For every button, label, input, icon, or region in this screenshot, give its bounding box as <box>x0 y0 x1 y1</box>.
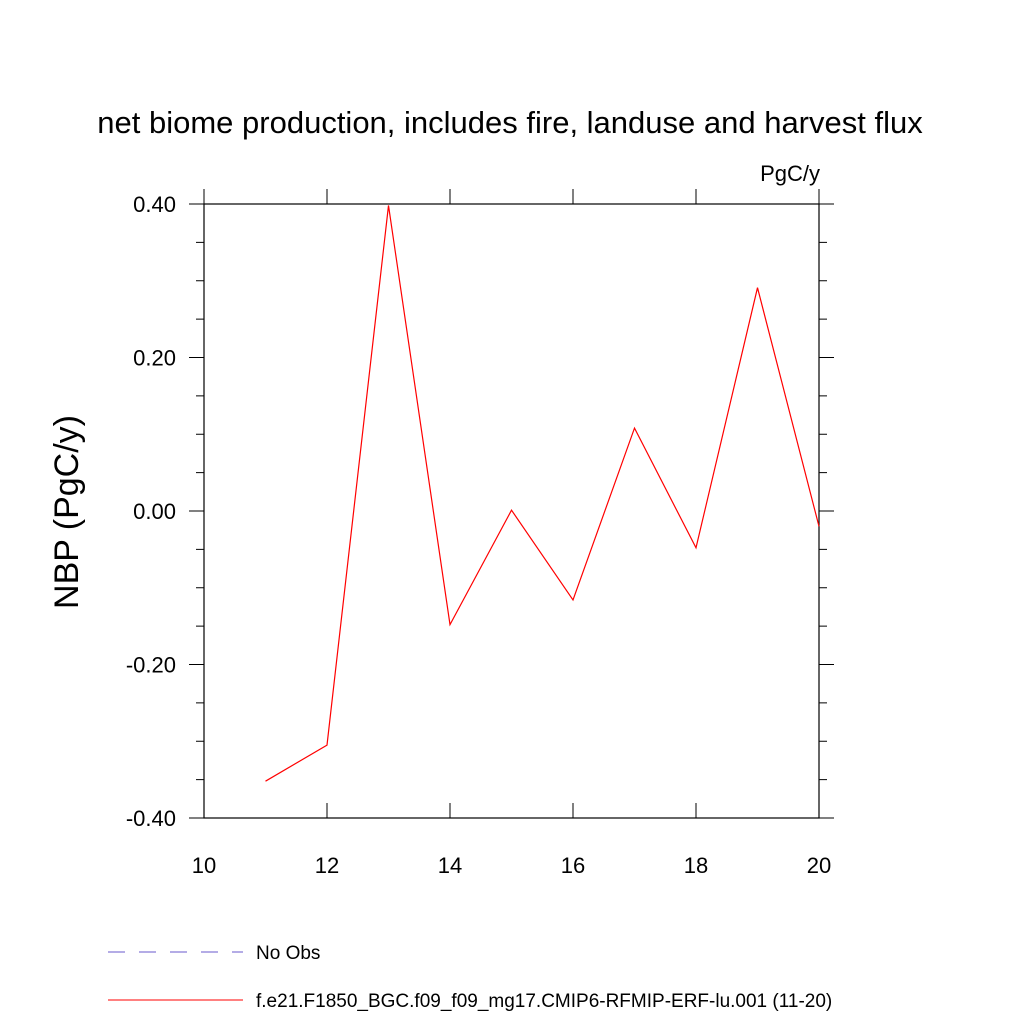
y-tick-label: 0.40 <box>133 192 176 217</box>
axis-ticks <box>189 189 834 819</box>
y-axis-label: NBP (PgC/y) <box>48 415 86 609</box>
axis-tick-labels: 10 12 14 16 18 20 -0.40 -0.20 0.00 0.20 0.40 <box>126 192 831 878</box>
x-tick-label: 10 <box>192 853 216 878</box>
y-tick-label: 0.20 <box>133 346 176 371</box>
y-tick-label: -0.40 <box>126 806 176 831</box>
y-tick-label: -0.20 <box>126 653 176 678</box>
legend: No Obs f.e21.F1850_BGC.f09_f09_mg17.CMIP6… <box>108 943 832 1012</box>
series-layer <box>265 205 820 782</box>
legend-label: No Obs <box>256 943 320 964</box>
x-tick-label: 12 <box>315 853 339 878</box>
chart-title: net biome production, includes fire, lan… <box>97 105 923 140</box>
x-tick-label: 14 <box>438 853 462 878</box>
x-tick-label: 18 <box>684 853 708 878</box>
series-line <box>265 205 820 782</box>
x-tick-label: 16 <box>561 853 585 878</box>
legend-label: f.e21.F1850_BGC.f09_f09_mg17.CMIP6-RFMIP… <box>256 991 832 1012</box>
y-tick-label: 0.00 <box>133 499 176 524</box>
units-label: PgC/y <box>760 161 820 186</box>
x-tick-label: 20 <box>807 853 831 878</box>
